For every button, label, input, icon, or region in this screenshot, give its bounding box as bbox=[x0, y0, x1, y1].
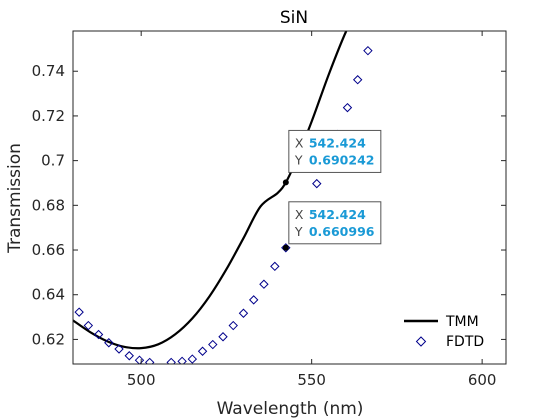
y-tick-label: 0.68 bbox=[32, 196, 65, 214]
series-fdtd-point[interactable] bbox=[197, 346, 208, 356]
series-fdtd-point[interactable] bbox=[104, 338, 114, 348]
series-fdtd-point[interactable] bbox=[270, 261, 280, 272]
legend-fdtd-marker bbox=[415, 336, 427, 347]
axes-box bbox=[72, 30, 507, 365]
series-fdtd-point[interactable] bbox=[352, 75, 363, 85]
y-tick-label: 0.72 bbox=[32, 107, 65, 125]
datatip-value: 0.690242 bbox=[309, 152, 375, 167]
series-fdtd-point[interactable] bbox=[259, 279, 269, 289]
datatip-value: 0.660996 bbox=[309, 224, 375, 239]
x-axis-title: Wavelength (nm) bbox=[217, 399, 364, 419]
x-tick-label: 500 bbox=[127, 371, 156, 389]
datatip-value: 542.424 bbox=[309, 135, 366, 150]
series-fdtd-point[interactable] bbox=[74, 307, 84, 317]
series-fdtd-point[interactable] bbox=[134, 355, 145, 364]
series-fdtd-point[interactable] bbox=[93, 329, 104, 340]
series-fdtd-point[interactable] bbox=[83, 320, 94, 331]
ticks-layer: 500 550 600 0.62 0.64 0.66 0.68 0.7 0.72 0.74 bbox=[32, 31, 506, 389]
series-fdtd-point[interactable] bbox=[145, 357, 155, 366]
datatip-axis-label: Y bbox=[294, 152, 303, 167]
legend-tmm-label: TMM bbox=[445, 314, 479, 330]
datatips-layer: X 542.424 Y 0.690242 X 542.424 Y 0.660996 bbox=[282, 129, 382, 251]
y-tick-label: 0.7 bbox=[41, 152, 65, 170]
y-tick-label: 0.74 bbox=[32, 62, 65, 80]
datatip-axis-label: Y bbox=[294, 224, 303, 239]
datatip-tmm[interactable]: X 542.424 Y 0.690242 bbox=[282, 129, 382, 186]
series-tmm-line[interactable] bbox=[73, 28, 349, 350]
legend-box bbox=[398, 308, 500, 356]
chart-title: SiN bbox=[280, 8, 308, 28]
x-tick-label: 550 bbox=[297, 371, 326, 389]
data-layer bbox=[73, 28, 373, 366]
x-tick-label: 600 bbox=[468, 371, 497, 389]
y-tick-label: 0.64 bbox=[32, 286, 65, 304]
series-fdtd-point[interactable] bbox=[166, 357, 176, 366]
datatip-value: 542.424 bbox=[309, 207, 366, 222]
series-fdtd-point[interactable] bbox=[218, 332, 228, 342]
datatip-fdtd[interactable]: X 542.424 Y 0.660996 bbox=[282, 201, 382, 251]
y-tick-label: 0.66 bbox=[32, 241, 65, 259]
legend[interactable]: TMM FDTD bbox=[398, 308, 500, 356]
series-fdtd-point[interactable] bbox=[238, 308, 249, 318]
datatip-marker bbox=[282, 244, 289, 251]
datatip-marker bbox=[282, 179, 289, 186]
series-fdtd-point[interactable] bbox=[177, 356, 187, 365]
datatip-axis-label: X bbox=[295, 207, 304, 222]
series-fdtd-point[interactable] bbox=[124, 351, 134, 361]
series-fdtd-point[interactable] bbox=[312, 178, 322, 189]
series-fdtd-point[interactable] bbox=[363, 45, 373, 56]
y-axis-title: Transmission bbox=[5, 143, 25, 254]
series-fdtd-point[interactable] bbox=[187, 354, 198, 364]
series-fdtd-point[interactable] bbox=[208, 339, 218, 350]
datatip-box bbox=[288, 129, 382, 173]
series-fdtd-point[interactable] bbox=[228, 320, 238, 331]
datatip-box bbox=[288, 201, 382, 245]
series-fdtd-point[interactable] bbox=[342, 102, 353, 113]
series-fdtd-point[interactable] bbox=[114, 344, 124, 354]
series-fdtd-point[interactable] bbox=[248, 295, 259, 305]
y-tick-label: 0.62 bbox=[32, 330, 65, 348]
legend-fdtd-label: FDTD bbox=[446, 334, 484, 350]
datatip-axis-label: X bbox=[295, 135, 304, 150]
